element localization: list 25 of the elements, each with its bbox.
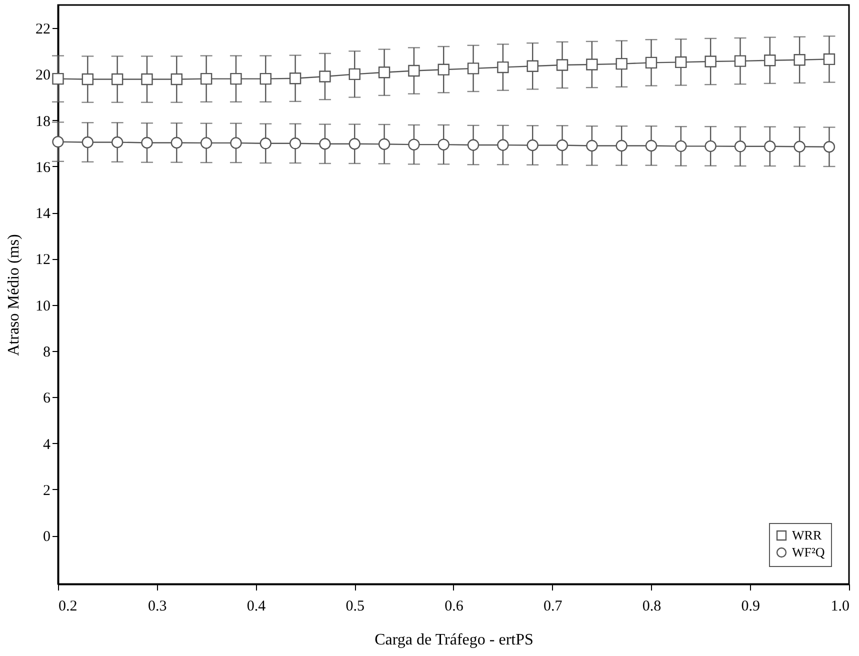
y-tick-label: 20 [36, 68, 50, 84]
x-tick-label: 0.7 [544, 598, 563, 614]
x-tick-label: 1.0 [830, 598, 850, 614]
x-tick-label: 0.6 [444, 598, 464, 614]
legend-label: WF²Q [792, 544, 826, 560]
y-tick-label: 10 [36, 298, 50, 314]
y-tick-label: 2 [43, 482, 50, 499]
y-axis-title: Atraso Médio (ms) [6, 234, 22, 356]
y-tick-label: 18 [36, 114, 50, 130]
x-tick-label: 0.9 [741, 598, 760, 614]
y-tick-label: 0 [43, 529, 50, 546]
y-tick-label: 14 [36, 206, 51, 222]
x-tick-label: 0.3 [148, 598, 167, 614]
y-tick-label: 8 [43, 344, 50, 361]
legend-label: WRR [792, 528, 822, 542]
y-tick-label: 6 [43, 390, 51, 407]
x-tick-label: 0.5 [346, 598, 364, 614]
x-tick-label: 0.8 [642, 598, 662, 614]
y-tick-label: 4 [43, 436, 51, 453]
y-tick-label: 22 [36, 22, 50, 38]
x-tick-label: 0.4 [246, 598, 266, 614]
x-tick-label: 0.2 [58, 598, 78, 614]
y-tick-label: 12 [36, 252, 50, 268]
y-tick-label: 16 [36, 160, 51, 176]
x-axis-title: Carga de Tráfego - ertPS [374, 632, 534, 648]
